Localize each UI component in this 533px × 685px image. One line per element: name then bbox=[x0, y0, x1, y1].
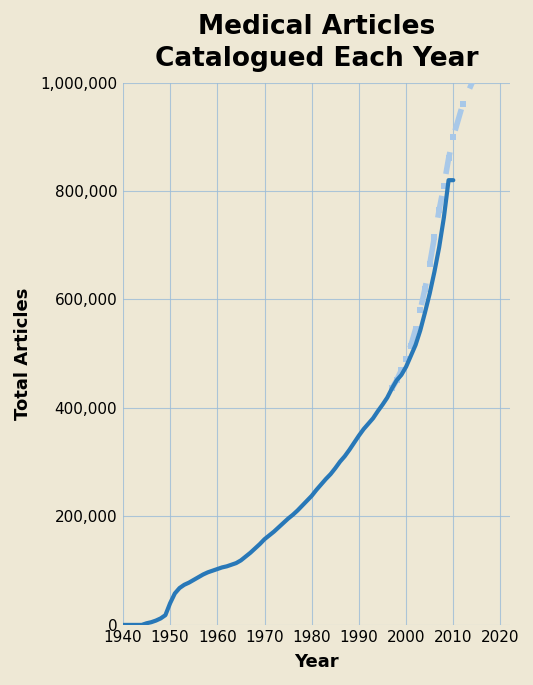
Y-axis label: Total Articles: Total Articles bbox=[14, 288, 32, 420]
Title: Medical Articles
Catalogued Each Year: Medical Articles Catalogued Each Year bbox=[155, 14, 478, 72]
X-axis label: Year: Year bbox=[294, 653, 339, 671]
